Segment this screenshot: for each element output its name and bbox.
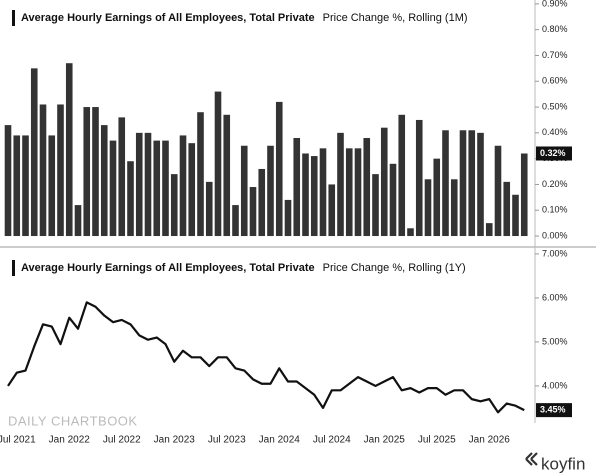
bar bbox=[267, 145, 274, 237]
chart-title: Average Hourly Earnings of All Employees… bbox=[21, 12, 315, 24]
bar bbox=[109, 140, 117, 237]
bar bbox=[22, 135, 29, 237]
x-tick-label: Jan 2022 bbox=[49, 435, 91, 446]
bar bbox=[415, 119, 423, 237]
bar bbox=[223, 114, 231, 237]
chart-subtitle: Price Change %, Rolling (1Y) bbox=[323, 262, 466, 274]
bar bbox=[258, 168, 266, 237]
y-tick-label: 0.80% bbox=[542, 24, 568, 34]
x-tick-label: Jan 2025 bbox=[364, 435, 406, 446]
bar bbox=[284, 199, 292, 237]
y-tick-label: 0.50% bbox=[542, 101, 568, 111]
bar bbox=[345, 148, 353, 237]
bar bbox=[188, 143, 196, 237]
x-tick-label: Jul 2024 bbox=[313, 435, 351, 446]
x-tick-label: Jul 2023 bbox=[208, 435, 246, 446]
title-marker bbox=[12, 10, 15, 26]
bar bbox=[4, 125, 12, 237]
watermark: DAILY CHARTBOOK bbox=[8, 413, 138, 428]
bar bbox=[293, 138, 301, 237]
bar bbox=[162, 140, 169, 237]
y-tick-label: 4.00% bbox=[542, 380, 568, 390]
bar bbox=[520, 153, 528, 237]
bar bbox=[74, 205, 82, 237]
bar bbox=[337, 132, 344, 237]
bar bbox=[477, 132, 484, 237]
bar bbox=[65, 63, 73, 237]
bar bbox=[310, 156, 318, 237]
bar bbox=[424, 179, 432, 237]
value-label: 3.45% bbox=[540, 404, 566, 414]
x-tick-label: Jul 2021 bbox=[0, 435, 36, 446]
brand: koyfin bbox=[541, 454, 585, 473]
x-tick-label: Jan 2026 bbox=[469, 435, 511, 446]
y-tick-label: 0.40% bbox=[542, 127, 568, 137]
bar bbox=[363, 138, 371, 237]
bar bbox=[433, 158, 441, 237]
y-tick-label: 0.60% bbox=[542, 76, 568, 86]
bar bbox=[485, 223, 493, 237]
bar bbox=[135, 132, 143, 237]
bar bbox=[39, 104, 47, 237]
y-tick-label: 0.00% bbox=[542, 230, 568, 240]
bar bbox=[372, 174, 379, 237]
line bbox=[7, 301, 525, 414]
bar bbox=[170, 174, 178, 237]
bar bbox=[205, 181, 213, 237]
bar bbox=[197, 112, 204, 237]
bar bbox=[57, 104, 64, 237]
y-tick-label: 0.10% bbox=[542, 205, 568, 215]
bar bbox=[240, 145, 248, 237]
bar bbox=[30, 68, 38, 237]
bar bbox=[442, 130, 449, 237]
bar bbox=[319, 148, 327, 237]
y-tick-label: 5.00% bbox=[542, 336, 568, 346]
y-tick-label: 7.00% bbox=[542, 248, 568, 258]
bar bbox=[127, 161, 134, 237]
y-tick-label: 0.90% bbox=[542, 0, 568, 8]
bar bbox=[389, 163, 397, 237]
bar bbox=[512, 194, 519, 237]
bar bbox=[92, 107, 99, 237]
bar bbox=[179, 135, 187, 237]
x-tick-label: Jul 2022 bbox=[103, 435, 141, 446]
bar bbox=[503, 181, 511, 237]
bar bbox=[494, 145, 502, 237]
bar bbox=[407, 228, 414, 237]
bar bbox=[275, 101, 283, 237]
bar bbox=[144, 132, 152, 237]
title-marker bbox=[12, 260, 15, 276]
bar bbox=[380, 127, 388, 237]
value-badge bbox=[536, 403, 572, 418]
bar bbox=[214, 91, 222, 237]
y-tick-label: 0.20% bbox=[542, 179, 568, 189]
x-tick-label: Jan 2024 bbox=[259, 435, 301, 446]
bar bbox=[249, 187, 257, 237]
bar bbox=[328, 184, 336, 237]
bar bbox=[83, 107, 91, 237]
bar bbox=[459, 130, 467, 237]
x-tick-label: Jan 2023 bbox=[154, 435, 196, 446]
value-label: 0.32% bbox=[540, 148, 566, 158]
value-badge bbox=[536, 146, 572, 161]
chart-title: Average Hourly Earnings of All Employees… bbox=[21, 262, 315, 274]
bar bbox=[13, 135, 21, 237]
bar bbox=[450, 179, 458, 237]
bar bbox=[398, 114, 406, 237]
bar bbox=[153, 140, 161, 237]
x-tick-label: Jul 2025 bbox=[418, 435, 456, 446]
y-tick-label: 6.00% bbox=[542, 292, 568, 302]
bar bbox=[100, 125, 108, 237]
bar bbox=[118, 117, 126, 237]
bar bbox=[354, 148, 362, 237]
bar bbox=[232, 205, 239, 237]
bar bbox=[468, 130, 476, 237]
bar bbox=[48, 135, 56, 237]
y-tick-label: 0.70% bbox=[542, 50, 568, 60]
bar bbox=[302, 153, 309, 237]
brand-icon bbox=[525, 452, 538, 466]
chart-subtitle: Price Change %, Rolling (1M) bbox=[323, 12, 468, 24]
